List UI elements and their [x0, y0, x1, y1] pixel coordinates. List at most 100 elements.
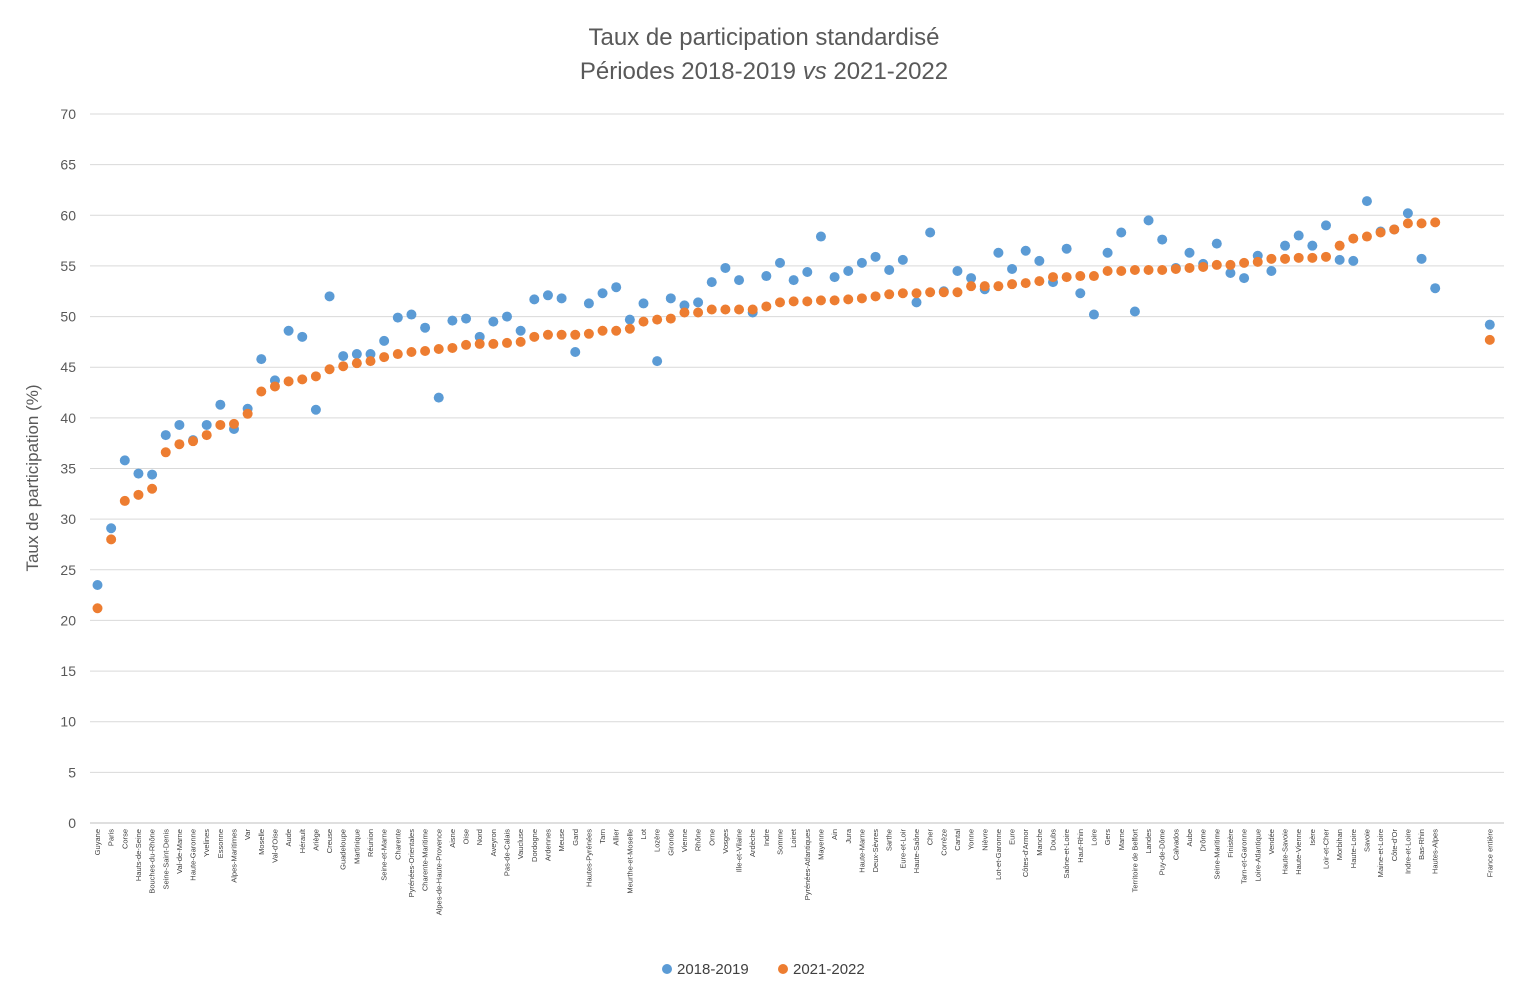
x-tick-label: Val-d'Oise [270, 829, 279, 863]
point-2018-2019 [1334, 254, 1345, 265]
point-2018-2019 [1225, 268, 1236, 279]
x-tick-label: Nièvre [980, 829, 989, 851]
point-2021-2022 [761, 301, 772, 312]
x-tick-label: Hauts-de-Seine [134, 829, 143, 881]
point-2018-2019 [556, 293, 567, 304]
point-2018-2019 [474, 331, 485, 342]
x-tick-label: Meuse [557, 829, 566, 852]
point-2018-2019 [447, 315, 458, 326]
point-2018-2019 [1007, 263, 1018, 274]
point-2018-2019 [392, 312, 403, 323]
x-tick-label: Maine-et-Loire [1376, 829, 1385, 877]
y-tick-label: 15 [60, 663, 76, 679]
point-2018-2019 [420, 322, 431, 333]
point-2018-2019 [1211, 238, 1222, 249]
point-2021-2022 [734, 304, 745, 315]
point-2021-2022 [775, 297, 785, 308]
x-tick-label: Haute-Garonne [189, 829, 198, 881]
point-2018-2019 [106, 523, 117, 534]
x-tick-label: Charente-Maritime [421, 829, 430, 891]
x-tick-label: Guyane [93, 829, 102, 855]
point-2018-2019 [1020, 245, 1031, 256]
x-tick-label: Aisne [448, 829, 457, 848]
point-2018-2019 [1307, 240, 1318, 251]
point-2021-2022 [1034, 276, 1045, 287]
x-tick-label: Meurthe-et-Moselle [625, 829, 634, 894]
x-tick-label: Loir-et-Cher [1322, 829, 1331, 870]
x-tick-label: Marne [1117, 829, 1126, 850]
point-2021-2022 [802, 296, 813, 307]
point-2018-2019 [870, 251, 881, 262]
point-2021-2022 [1225, 259, 1236, 270]
x-tick-label: Essonne [216, 829, 225, 858]
point-2021-2022 [884, 289, 895, 300]
point-2018-2019 [502, 311, 512, 322]
x-tick-label: Vienne [680, 829, 689, 852]
x-tick-label: Dordogne [530, 829, 539, 862]
point-2018-2019 [815, 231, 826, 242]
point-2018-2019 [215, 399, 226, 410]
point-2018-2019 [379, 335, 390, 346]
y-tick-label: 55 [60, 258, 76, 274]
point-2021-2022 [788, 296, 799, 307]
point-2021-2022 [283, 376, 294, 387]
x-tick-label: Tarn [598, 829, 607, 844]
x-tick-label: Moselle [257, 829, 266, 855]
point-2018-2019 [597, 288, 608, 299]
point-2018-2019 [1266, 265, 1277, 276]
x-tick-label: Lozère [653, 829, 662, 852]
point-2018-2019 [693, 297, 704, 308]
point-2021-2022 [1211, 259, 1222, 270]
x-tick-label: Indre [762, 829, 771, 846]
point-2018-2019 [1061, 243, 1072, 254]
chart-title-periods-end: 2021-2022 [827, 58, 948, 85]
x-tick-label: Haute-Loire [1349, 829, 1358, 868]
point-2018-2019 [351, 349, 362, 360]
point-2018-2019 [720, 262, 731, 273]
point-2018-2019 [1129, 306, 1140, 317]
point-2018-2019 [433, 392, 444, 403]
point-2018-2019 [734, 275, 745, 286]
point-2018-2019 [542, 290, 553, 301]
x-tick-label: Morbihan [1335, 829, 1344, 860]
x-tick-label: Bouches-du-Rhône [148, 829, 157, 894]
point-2018-2019 [406, 309, 417, 320]
x-tick-label: Aude [284, 829, 293, 847]
x-tick-label: Paris [107, 829, 116, 846]
x-tick-label: Ille-et-Vilaine [735, 829, 744, 872]
point-2021-2022 [1389, 224, 1400, 235]
point-2021-2022 [201, 430, 212, 441]
point-2018-2019 [488, 316, 499, 327]
x-tick-label: Indre-et-Loire [1403, 829, 1412, 874]
point-2021-2022 [870, 291, 881, 302]
point-2018-2019 [1239, 273, 1250, 284]
point-2018-2019 [624, 314, 635, 325]
chart-title-vs: vs [803, 58, 827, 85]
point-2018-2019 [1361, 196, 1372, 207]
point-2021-2022 [1157, 264, 1168, 275]
legend-marker-2018-2019 [662, 964, 672, 974]
x-tick-label: Ardèche [748, 829, 757, 857]
point-2021-2022 [1075, 271, 1086, 282]
point-2021-2022 [406, 347, 417, 358]
x-axis-ticks: Guyane Paris Corse Hauts-de-Seine Bouches-du… [93, 828, 1494, 915]
x-tick-label: Jura [844, 828, 853, 843]
x-tick-label: Seine-Maritime [1212, 829, 1221, 879]
point-2018-2019 [843, 265, 854, 276]
x-tick-label: Yvelines [202, 829, 211, 857]
point-2021-2022 [502, 337, 512, 348]
point-2021-2022 [1375, 227, 1386, 238]
point-2021-2022 [952, 287, 963, 298]
point-2018-2019 [679, 300, 690, 311]
y-tick-label: 35 [60, 461, 76, 477]
x-tick-label: Seine-et-Marne [380, 829, 389, 881]
point-2021-2022 [720, 304, 731, 315]
x-tick-label: Isère [1308, 829, 1317, 846]
x-tick-label: Gers [1103, 829, 1112, 846]
point-2018-2019 [1321, 220, 1331, 231]
x-tick-label: Orne [707, 829, 716, 846]
point-2021-2022 [1280, 253, 1291, 264]
point-2018-2019 [1088, 309, 1099, 320]
x-tick-label: Haut-Rhin [1076, 829, 1085, 863]
point-2021-2022 [542, 329, 553, 340]
